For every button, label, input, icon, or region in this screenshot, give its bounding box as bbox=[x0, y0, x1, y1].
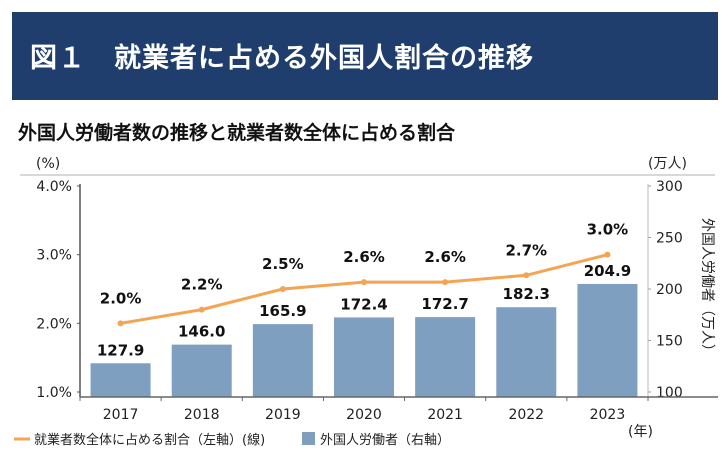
line-data-label: 2.2% bbox=[181, 276, 223, 294]
x-axis-unit: (年) bbox=[628, 424, 653, 440]
bar-data-label: 165.9 bbox=[259, 302, 306, 320]
legend-bar-label: 外国人労働者（右軸） bbox=[320, 433, 450, 448]
legend-line-label: 就業者数全体に占める割合（左軸）(線) bbox=[34, 432, 265, 448]
right-axis-tick: 300 bbox=[656, 179, 683, 195]
line-data-label: 2.5% bbox=[262, 255, 304, 273]
right-axis-tick: 250 bbox=[656, 231, 683, 247]
right-axis-label: 外国人労働者（万人） bbox=[699, 218, 715, 358]
header-banner: 図１ 就業者に占める外国人割合の推移 bbox=[12, 12, 718, 100]
left-axis-tick: 3.0% bbox=[36, 248, 72, 264]
line-point-2017 bbox=[117, 320, 124, 327]
figure-title: 図１ 就業者に占める外国人割合の推移 bbox=[30, 43, 534, 74]
left-axis-unit: (%) bbox=[36, 156, 60, 172]
left-axis-tick: 4.0% bbox=[36, 179, 72, 195]
x-axis-tick: 2018 bbox=[184, 407, 220, 423]
x-axis-tick: 2017 bbox=[103, 407, 139, 423]
line-data-label: 3.0% bbox=[587, 221, 629, 239]
left-axis-tick: 1.0% bbox=[36, 385, 72, 401]
chart-title: 外国人労働者数の推移と就業者数全体に占める割合 bbox=[18, 122, 456, 144]
line-point-2023 bbox=[604, 251, 611, 258]
line-data-label: 2.0% bbox=[100, 289, 142, 307]
x-axis-tick: 2019 bbox=[265, 407, 301, 423]
x-axis-tick: 2021 bbox=[427, 407, 463, 423]
bar-data-label: 127.9 bbox=[97, 341, 144, 359]
x-axis-tick: 2020 bbox=[346, 407, 382, 423]
bar-2018 bbox=[171, 344, 232, 397]
line-point-2018 bbox=[198, 306, 205, 313]
right-axis-tick: 100 bbox=[656, 385, 683, 401]
bar-2021 bbox=[415, 317, 476, 397]
x-axis-tick: 2022 bbox=[508, 407, 544, 423]
line-data-label: 2.6% bbox=[343, 248, 385, 266]
line-data-label: 2.7% bbox=[505, 241, 547, 259]
bar-data-label: 172.4 bbox=[340, 295, 387, 313]
right-axis-tick: 200 bbox=[656, 282, 683, 298]
bar-2019 bbox=[252, 324, 313, 397]
left-axis-tick: 2.0% bbox=[36, 316, 72, 332]
line-data-label: 2.6% bbox=[424, 248, 466, 266]
bar-2020 bbox=[334, 317, 394, 397]
line-point-2020 bbox=[361, 279, 367, 286]
bar-data-label: 182.3 bbox=[503, 285, 550, 303]
bar-2022 bbox=[496, 307, 557, 397]
bar-data-label: 172.7 bbox=[421, 295, 468, 313]
bar-data-label: 204.9 bbox=[584, 262, 631, 280]
right-axis-tick: 150 bbox=[656, 334, 683, 350]
legend-bar-swatch bbox=[302, 432, 315, 445]
right-axis-unit: (万人) bbox=[648, 156, 687, 172]
x-axis-tick: 2023 bbox=[590, 407, 626, 423]
legend: 就業者数全体に占める割合（左軸）(線) 外国人労働者（右軸） bbox=[14, 432, 450, 448]
line-point-2022 bbox=[523, 272, 530, 279]
bar-2017 bbox=[90, 363, 151, 397]
bar-data-label: 146.0 bbox=[178, 323, 225, 341]
line-point-2021 bbox=[442, 279, 449, 286]
bar-2023 bbox=[577, 283, 638, 397]
line-point-2019 bbox=[279, 286, 286, 292]
